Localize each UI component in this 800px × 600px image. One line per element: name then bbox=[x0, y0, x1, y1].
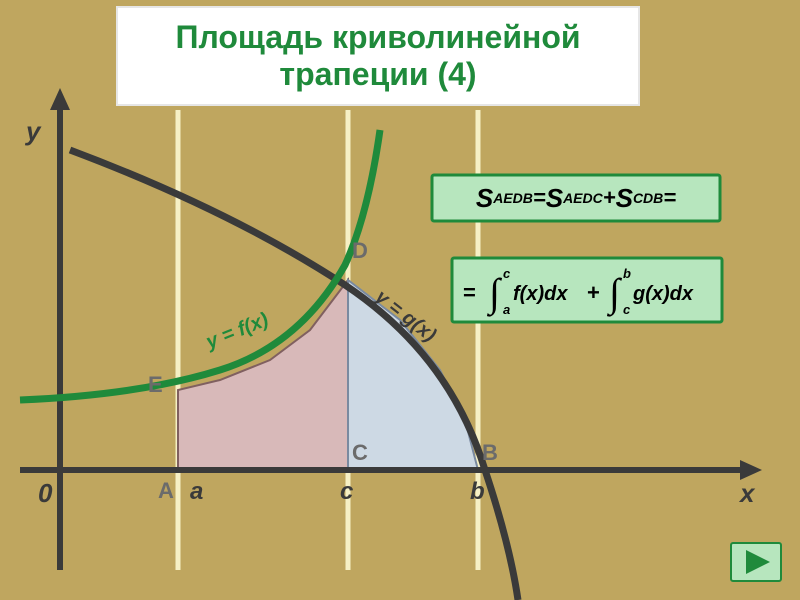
origin-label: 0 bbox=[38, 478, 52, 509]
svg-text:c: c bbox=[623, 302, 631, 317]
point-C-label: C bbox=[352, 440, 368, 466]
title-box: Площадь криволинейной трапеции (4) bbox=[118, 8, 638, 104]
y-axis-label: y bbox=[26, 116, 40, 147]
point-E-label: E bbox=[148, 372, 163, 398]
svg-text:b: b bbox=[623, 266, 631, 281]
svg-text:g(x)dx: g(x)dx bbox=[632, 283, 694, 305]
tick-b-label: b bbox=[470, 478, 485, 506]
svg-text:a: a bbox=[503, 302, 510, 317]
svg-text:∫: ∫ bbox=[606, 270, 623, 317]
tick-c-label: c bbox=[340, 478, 353, 506]
svg-text:+: + bbox=[587, 280, 600, 305]
svg-text:f(x)dx: f(x)dx bbox=[513, 283, 568, 305]
svg-text:=: = bbox=[463, 280, 476, 305]
formula-integral: = ∫ c a f(x)dx + ∫ b c g(x)dx bbox=[452, 258, 722, 322]
tick-a-label: a bbox=[190, 478, 203, 506]
point-B-label: B bbox=[482, 440, 498, 466]
point-A-label: A bbox=[158, 478, 174, 504]
point-D-label: D bbox=[352, 238, 368, 264]
formula-sum: SAEDB = SAEDC + SCDB = bbox=[432, 175, 720, 221]
play-icon bbox=[730, 542, 782, 582]
x-axis-label: x bbox=[740, 478, 754, 509]
next-button[interactable] bbox=[730, 542, 782, 582]
svg-text:c: c bbox=[503, 266, 511, 281]
svg-text:∫: ∫ bbox=[486, 270, 503, 317]
diagram-stage: Площадь криволинейной трапеции (4) y x 0… bbox=[0, 0, 800, 600]
title-text: Площадь криволинейной трапеции (4) bbox=[118, 19, 638, 93]
